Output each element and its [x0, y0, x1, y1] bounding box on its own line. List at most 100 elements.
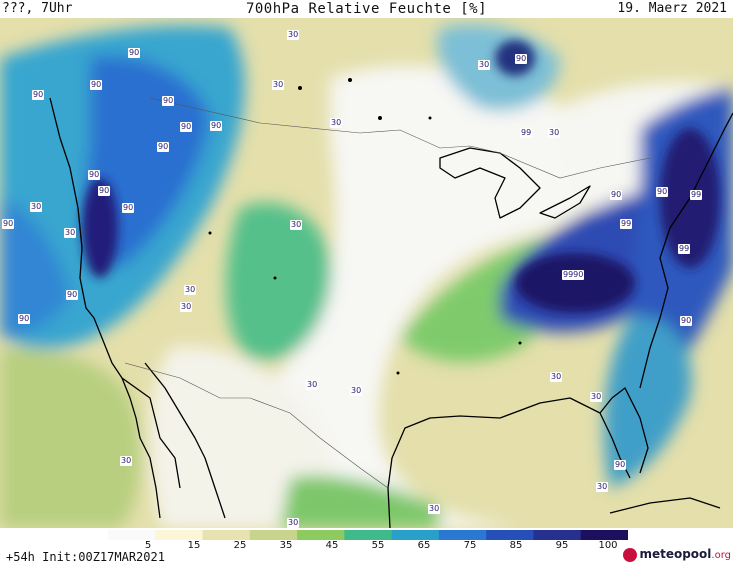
- caribbean-coast: [609, 497, 721, 514]
- colorbar-segment: [391, 530, 440, 540]
- core-west-coast: [82, 178, 118, 278]
- contour-value-label: 90: [180, 122, 193, 132]
- us-mexico-border: [124, 362, 389, 489]
- contour-value-label: 90: [515, 54, 528, 64]
- contour-value-label: 90: [98, 186, 111, 196]
- contour-value-label: 30: [290, 220, 303, 230]
- contour-value-label: 30: [550, 372, 563, 382]
- contour-value-label: 30: [272, 80, 285, 90]
- contour-value-label: 90: [32, 90, 45, 100]
- contour-value-label: 99: [520, 128, 533, 138]
- colorbar-tick-label: 55: [371, 540, 385, 551]
- colorbar-segment: [580, 530, 628, 540]
- colorbar-tick-label: 75: [463, 540, 477, 551]
- contour-value-label: 90: [157, 142, 170, 152]
- lake-erie: [539, 185, 591, 219]
- colorbar-segment: [486, 530, 534, 540]
- contour-value-label: 30: [590, 392, 603, 402]
- contour-value-label: 30: [306, 380, 319, 390]
- baja-peninsula: [121, 377, 181, 489]
- colorbar-segment: [202, 530, 251, 540]
- lake-dot: [396, 371, 400, 375]
- green-plateau: [226, 202, 332, 360]
- brand-name: meteopool: [639, 547, 712, 561]
- colorbar-tick-label: 5: [144, 540, 152, 551]
- contour-value-label: 30: [428, 504, 441, 514]
- colorbar-segment: [344, 530, 393, 540]
- contour-value-label: 99: [690, 190, 703, 200]
- lake-dot: [273, 276, 277, 280]
- contour-value-label: 99: [678, 244, 691, 254]
- valid-date: 19. Maerz 2021: [617, 1, 727, 16]
- brand-logo[interactable]: meteopool.org: [623, 547, 731, 565]
- map-title: 700hPa Relative Feuchte [%]: [245, 1, 488, 17]
- borders: [124, 97, 651, 489]
- brand-tld: .org: [711, 550, 731, 561]
- colorbar-tick-label: 25: [233, 540, 247, 551]
- contour-value-label: 30: [120, 456, 133, 466]
- colorbar-segment: [533, 530, 582, 540]
- lake-dot: [348, 78, 352, 82]
- contour-value-label: 30: [596, 482, 609, 492]
- lake-dots: [208, 78, 522, 375]
- lake-dot: [428, 116, 432, 120]
- contour-value-label: 30: [287, 30, 300, 40]
- contour-value-label: 30: [478, 60, 491, 70]
- mexico-west-coast: [144, 362, 226, 519]
- lake-dot: [208, 231, 212, 235]
- colorbar-tick-label: 15: [187, 540, 201, 551]
- colorbar-segment: [155, 530, 204, 540]
- east-coast: [639, 112, 733, 389]
- contour-value-label: 30: [184, 285, 197, 295]
- contour-value-label: 99: [620, 219, 633, 229]
- colorbar-segment: [297, 530, 345, 540]
- gulf-coast: [387, 397, 631, 528]
- contour-value-label: 90: [66, 290, 79, 300]
- contour-value-label: 90: [614, 460, 627, 470]
- contour-value-label: 90: [162, 96, 175, 106]
- colorbar-tick-label: 65: [417, 540, 431, 551]
- green-west-coast: [0, 348, 141, 528]
- contour-value-label: 90: [128, 48, 141, 58]
- lake-dot: [298, 86, 302, 90]
- lake-dot: [518, 341, 522, 345]
- contour-value-label: 90: [210, 121, 223, 131]
- colorbar-tick-label: 100: [598, 540, 618, 551]
- colorbar: 5 15 25 35 45 55 65 75 85 95 100: [108, 528, 628, 558]
- lake-dot: [378, 116, 382, 120]
- contour-value-label: 90: [122, 203, 135, 213]
- header-left: ???, 7Uhr: [2, 1, 73, 16]
- contour-value-label: 90: [18, 314, 31, 324]
- contour-value-label: 9990: [562, 270, 585, 280]
- contour-value-label: 30: [30, 202, 43, 212]
- colorbar-strip: [108, 530, 628, 540]
- colorbar-tick-label: 85: [509, 540, 523, 551]
- contour-value-label: 30: [350, 386, 363, 396]
- core-southeast: [515, 253, 635, 313]
- contour-value-label: 30: [180, 302, 193, 312]
- colorbar-tick-label: 95: [555, 540, 569, 551]
- contour-value-label: 90: [610, 190, 623, 200]
- canada-us-border: [149, 97, 651, 179]
- init-time: +54h Init:00Z17MAR2021: [6, 550, 165, 564]
- florida-peninsula: [599, 387, 649, 474]
- colorbar-segment: [108, 530, 156, 540]
- colorbar-tick-label: 35: [279, 540, 293, 551]
- contour-value-label: 90: [680, 316, 693, 326]
- contour-value-label: 30: [287, 518, 300, 528]
- dry-south: [150, 346, 332, 528]
- colorbar-segment: [249, 530, 298, 540]
- contour-value-label: 90: [90, 80, 103, 90]
- contour-value-label: 90: [2, 219, 15, 229]
- contour-value-label: 90: [88, 170, 101, 180]
- contour-value-label: 30: [548, 128, 561, 138]
- contour-value-label: 30: [330, 118, 343, 128]
- humidity-field: [0, 24, 733, 528]
- logo-icon: [623, 547, 638, 562]
- colorbar-segment: [438, 530, 487, 540]
- west-coastline: [49, 97, 161, 519]
- dry-band-central: [242, 66, 616, 528]
- contour-value-label: 90: [656, 187, 669, 197]
- moist-far-west: [0, 198, 70, 338]
